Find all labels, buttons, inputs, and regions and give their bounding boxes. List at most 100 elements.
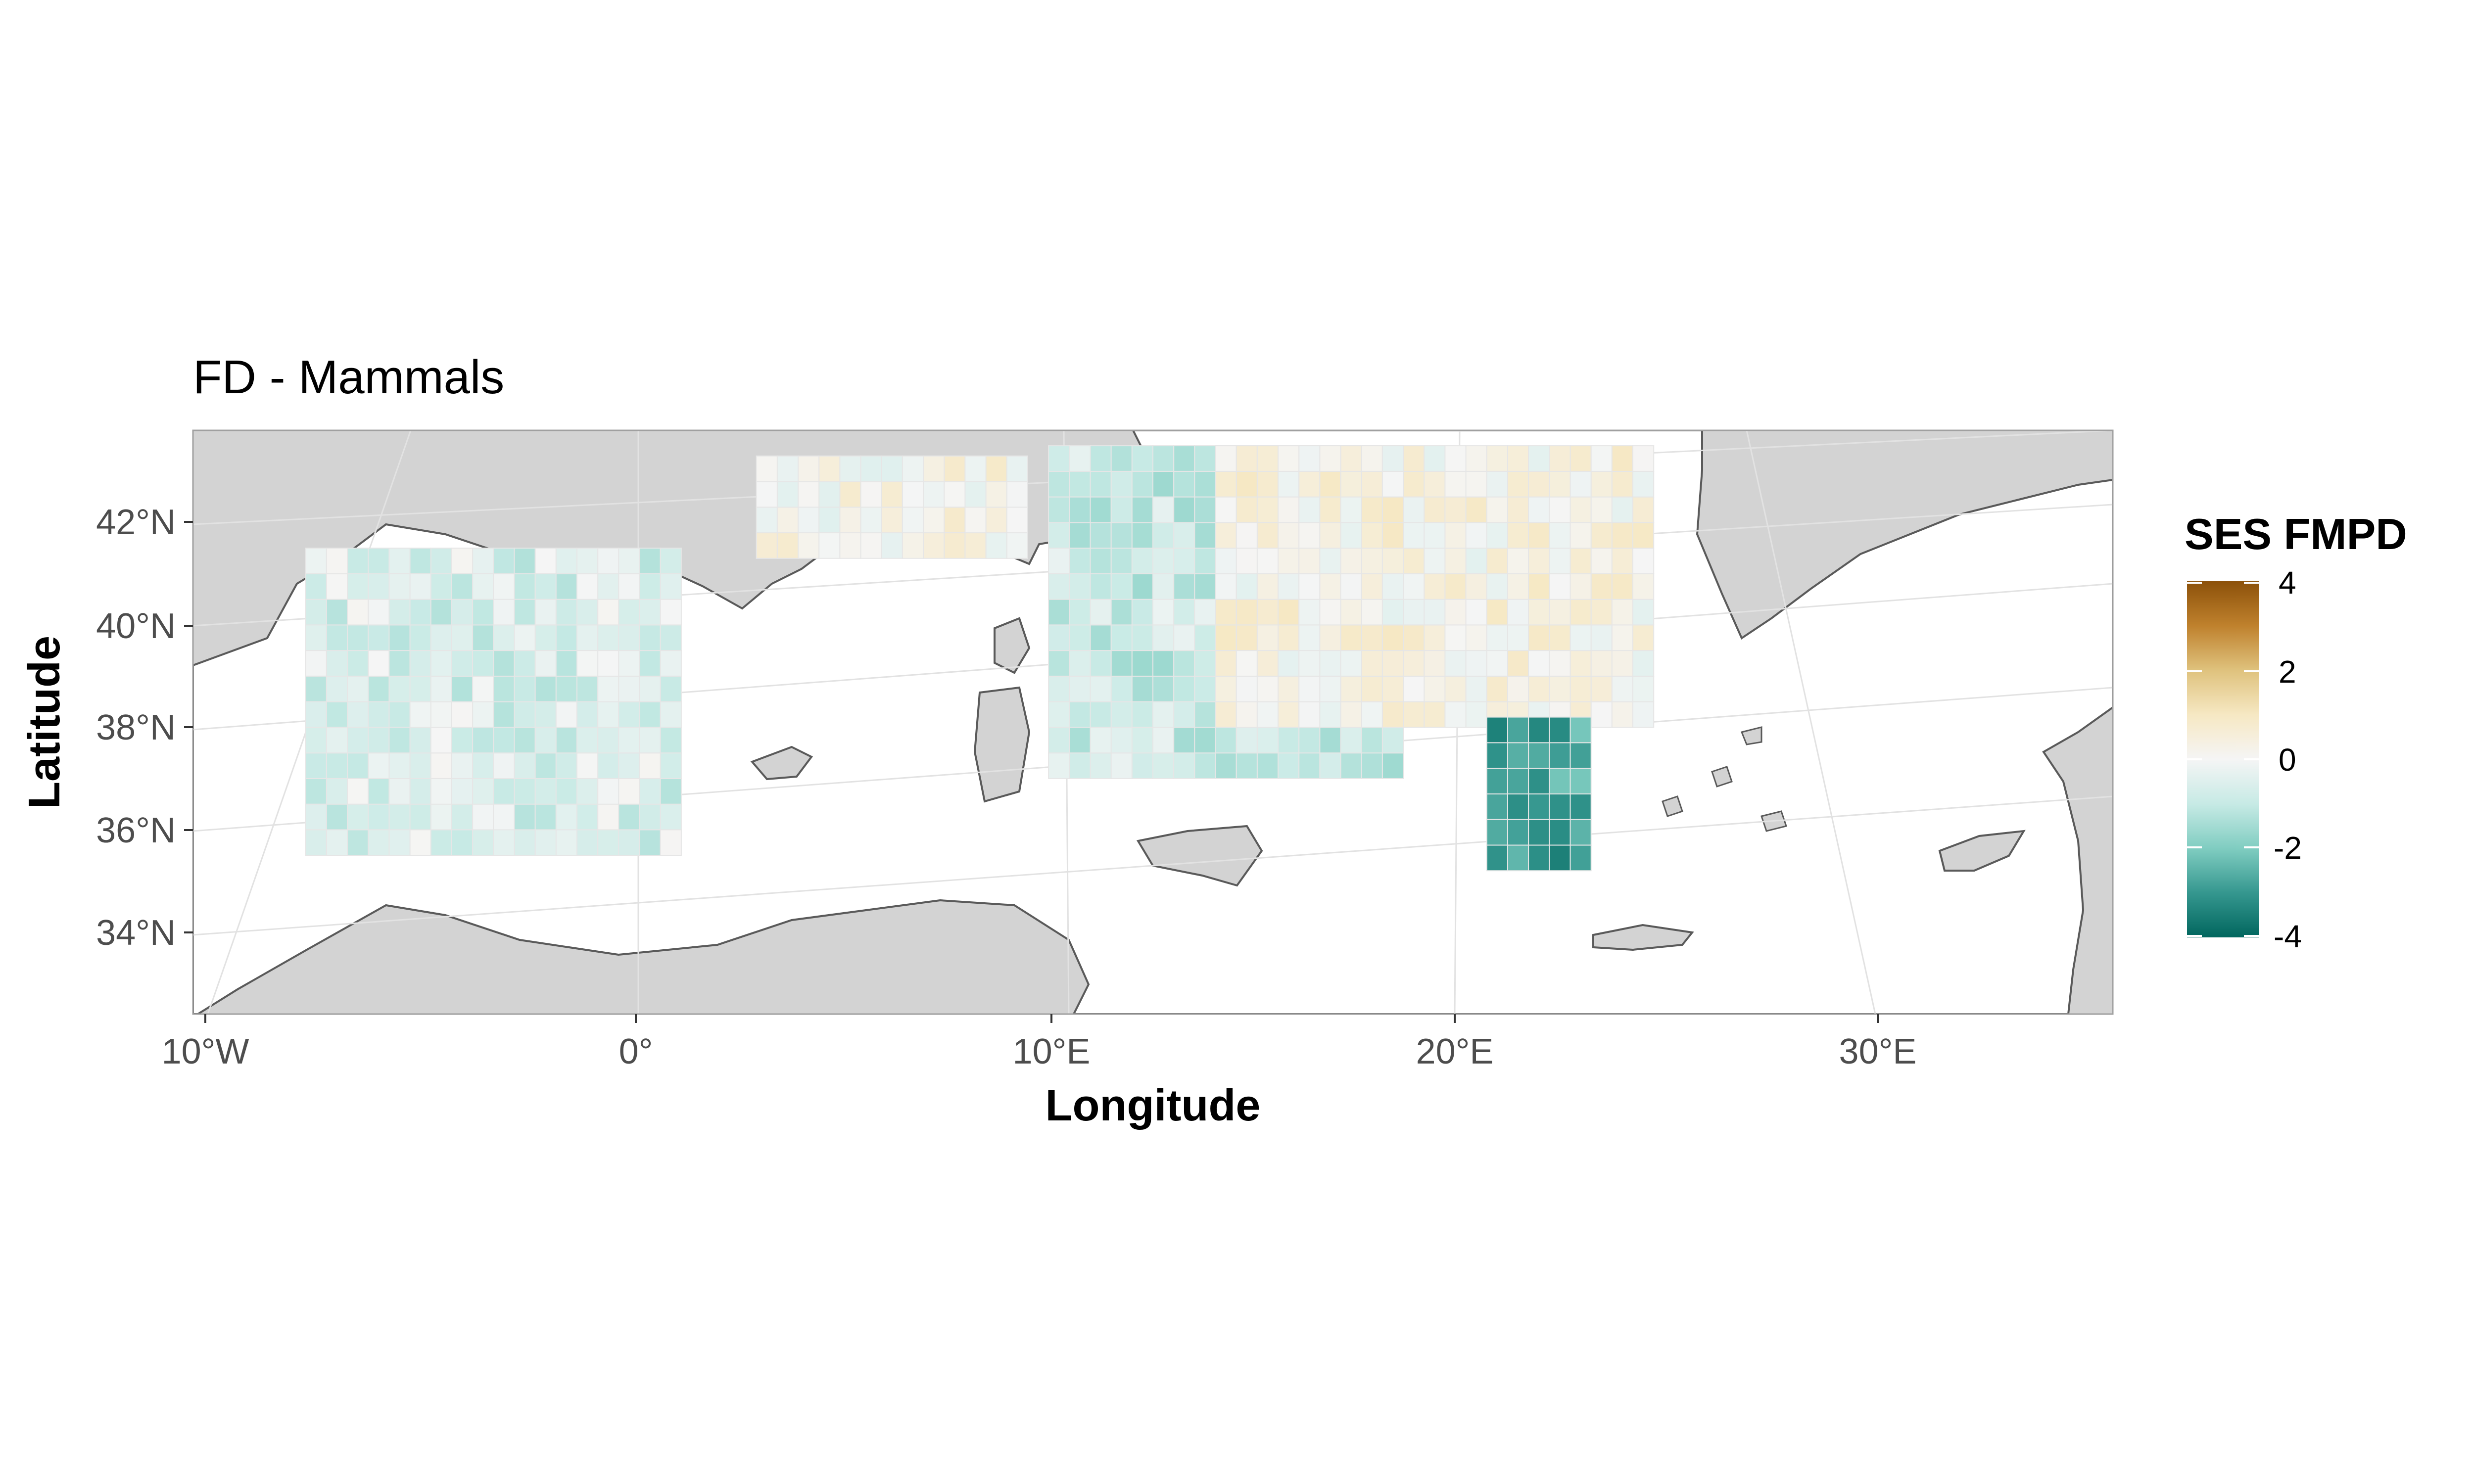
grid-cell	[514, 650, 536, 677]
grid-cell	[1194, 624, 1216, 651]
grid-cell	[1090, 650, 1112, 677]
grid-cell	[1486, 496, 1509, 523]
grid-cell	[1424, 496, 1446, 523]
grid-cell	[1570, 819, 1592, 846]
grid-cell	[597, 701, 619, 728]
grid-cell	[1319, 727, 1341, 754]
grid-cell	[1152, 624, 1175, 651]
grid-cell	[576, 829, 599, 856]
grid-cell	[839, 455, 861, 482]
grid-cell	[1048, 624, 1070, 651]
grid-cell	[1110, 599, 1133, 626]
grid-cell	[1340, 624, 1362, 651]
grid-cell	[1048, 752, 1070, 779]
grid-cell	[305, 803, 327, 831]
grid-cell	[923, 481, 945, 508]
grid-cell	[451, 548, 474, 574]
grid-cell	[1173, 650, 1195, 677]
grid-cell	[555, 599, 578, 626]
grid-cell	[1256, 573, 1279, 600]
grid-cell	[1194, 445, 1216, 472]
grid-cell	[1256, 727, 1279, 754]
grid-cell	[1570, 716, 1592, 743]
grid-cell	[660, 829, 682, 856]
grid-cell	[1173, 675, 1195, 702]
grid-cell	[660, 727, 682, 754]
grid-cell	[388, 599, 411, 626]
grid-cell	[1507, 445, 1529, 472]
grid-cell	[555, 752, 578, 779]
grid-cell	[1048, 522, 1070, 549]
grid-cell	[1236, 445, 1258, 472]
grid-cell	[534, 829, 557, 856]
grid-cell	[388, 829, 411, 856]
grid-cell	[472, 548, 494, 574]
grid-cell	[1173, 727, 1195, 754]
grid-cell	[472, 675, 494, 702]
grid-cell	[1173, 445, 1195, 472]
grid-cell	[576, 624, 599, 651]
grid-cell	[639, 548, 661, 574]
grid-cell	[1236, 470, 1258, 498]
grid-cell	[451, 752, 474, 779]
grid-cell	[639, 573, 661, 600]
grid-cell	[409, 624, 431, 651]
grid-cell	[514, 624, 536, 651]
y-axis: 42°N 40°N 38°N 36°N 34°N	[96, 503, 193, 953]
grid-cell	[1403, 548, 1425, 574]
grid-cell	[1173, 470, 1195, 498]
grid-cell	[1278, 752, 1300, 779]
grid-cell	[534, 752, 557, 779]
grid-cell	[1048, 727, 1070, 754]
grid-cell	[798, 532, 820, 559]
grid-cell	[660, 675, 682, 702]
grid-cell	[305, 701, 327, 728]
grid-cell	[368, 599, 390, 626]
grid-cell	[944, 507, 966, 534]
grid-cell	[1131, 470, 1154, 498]
grid-cell	[1424, 573, 1446, 600]
grid-cell	[1361, 752, 1383, 779]
grid-cell	[1444, 675, 1467, 702]
grid-cell	[1507, 716, 1529, 743]
grid-cell	[1486, 548, 1509, 574]
grid-cell	[1090, 548, 1112, 574]
grid-cell	[798, 455, 820, 482]
grid-cell	[1611, 548, 1634, 574]
grid-cell	[555, 573, 578, 600]
grid-cell	[1549, 716, 1571, 743]
grid-cell	[305, 573, 327, 600]
grid-cell	[451, 727, 474, 754]
grid-cell	[1110, 650, 1133, 677]
grid-cell	[860, 455, 882, 482]
grid-cell	[618, 650, 640, 677]
grid-cell	[1194, 701, 1216, 728]
grid-cell	[1090, 727, 1112, 754]
grid-cell	[839, 532, 861, 559]
grid-cell	[1278, 496, 1300, 523]
grid-cell	[1424, 445, 1446, 472]
grid-cell	[902, 507, 924, 534]
grid-cell	[1381, 522, 1404, 549]
grid-cell	[472, 727, 494, 754]
grid-cell	[618, 675, 640, 702]
grid-cell	[430, 650, 452, 677]
grid-cell	[326, 727, 348, 754]
grid-cell	[430, 624, 452, 651]
grid-cell	[1215, 445, 1237, 472]
grid-cell	[493, 803, 515, 831]
grid-cell	[818, 481, 841, 508]
grid-cell	[639, 650, 661, 677]
grid-cell	[1298, 727, 1321, 754]
grid-cell	[1152, 752, 1175, 779]
grid-cell	[1110, 675, 1133, 702]
grid-cell	[1549, 522, 1571, 549]
grid-cell	[347, 701, 369, 728]
grid-cell	[1110, 445, 1133, 472]
grid-cell	[1131, 624, 1154, 651]
grid-cell	[1236, 701, 1258, 728]
grid-cell	[368, 675, 390, 702]
grid-cell	[798, 481, 820, 508]
grid-cell	[1298, 445, 1321, 472]
grid-cell	[388, 624, 411, 651]
